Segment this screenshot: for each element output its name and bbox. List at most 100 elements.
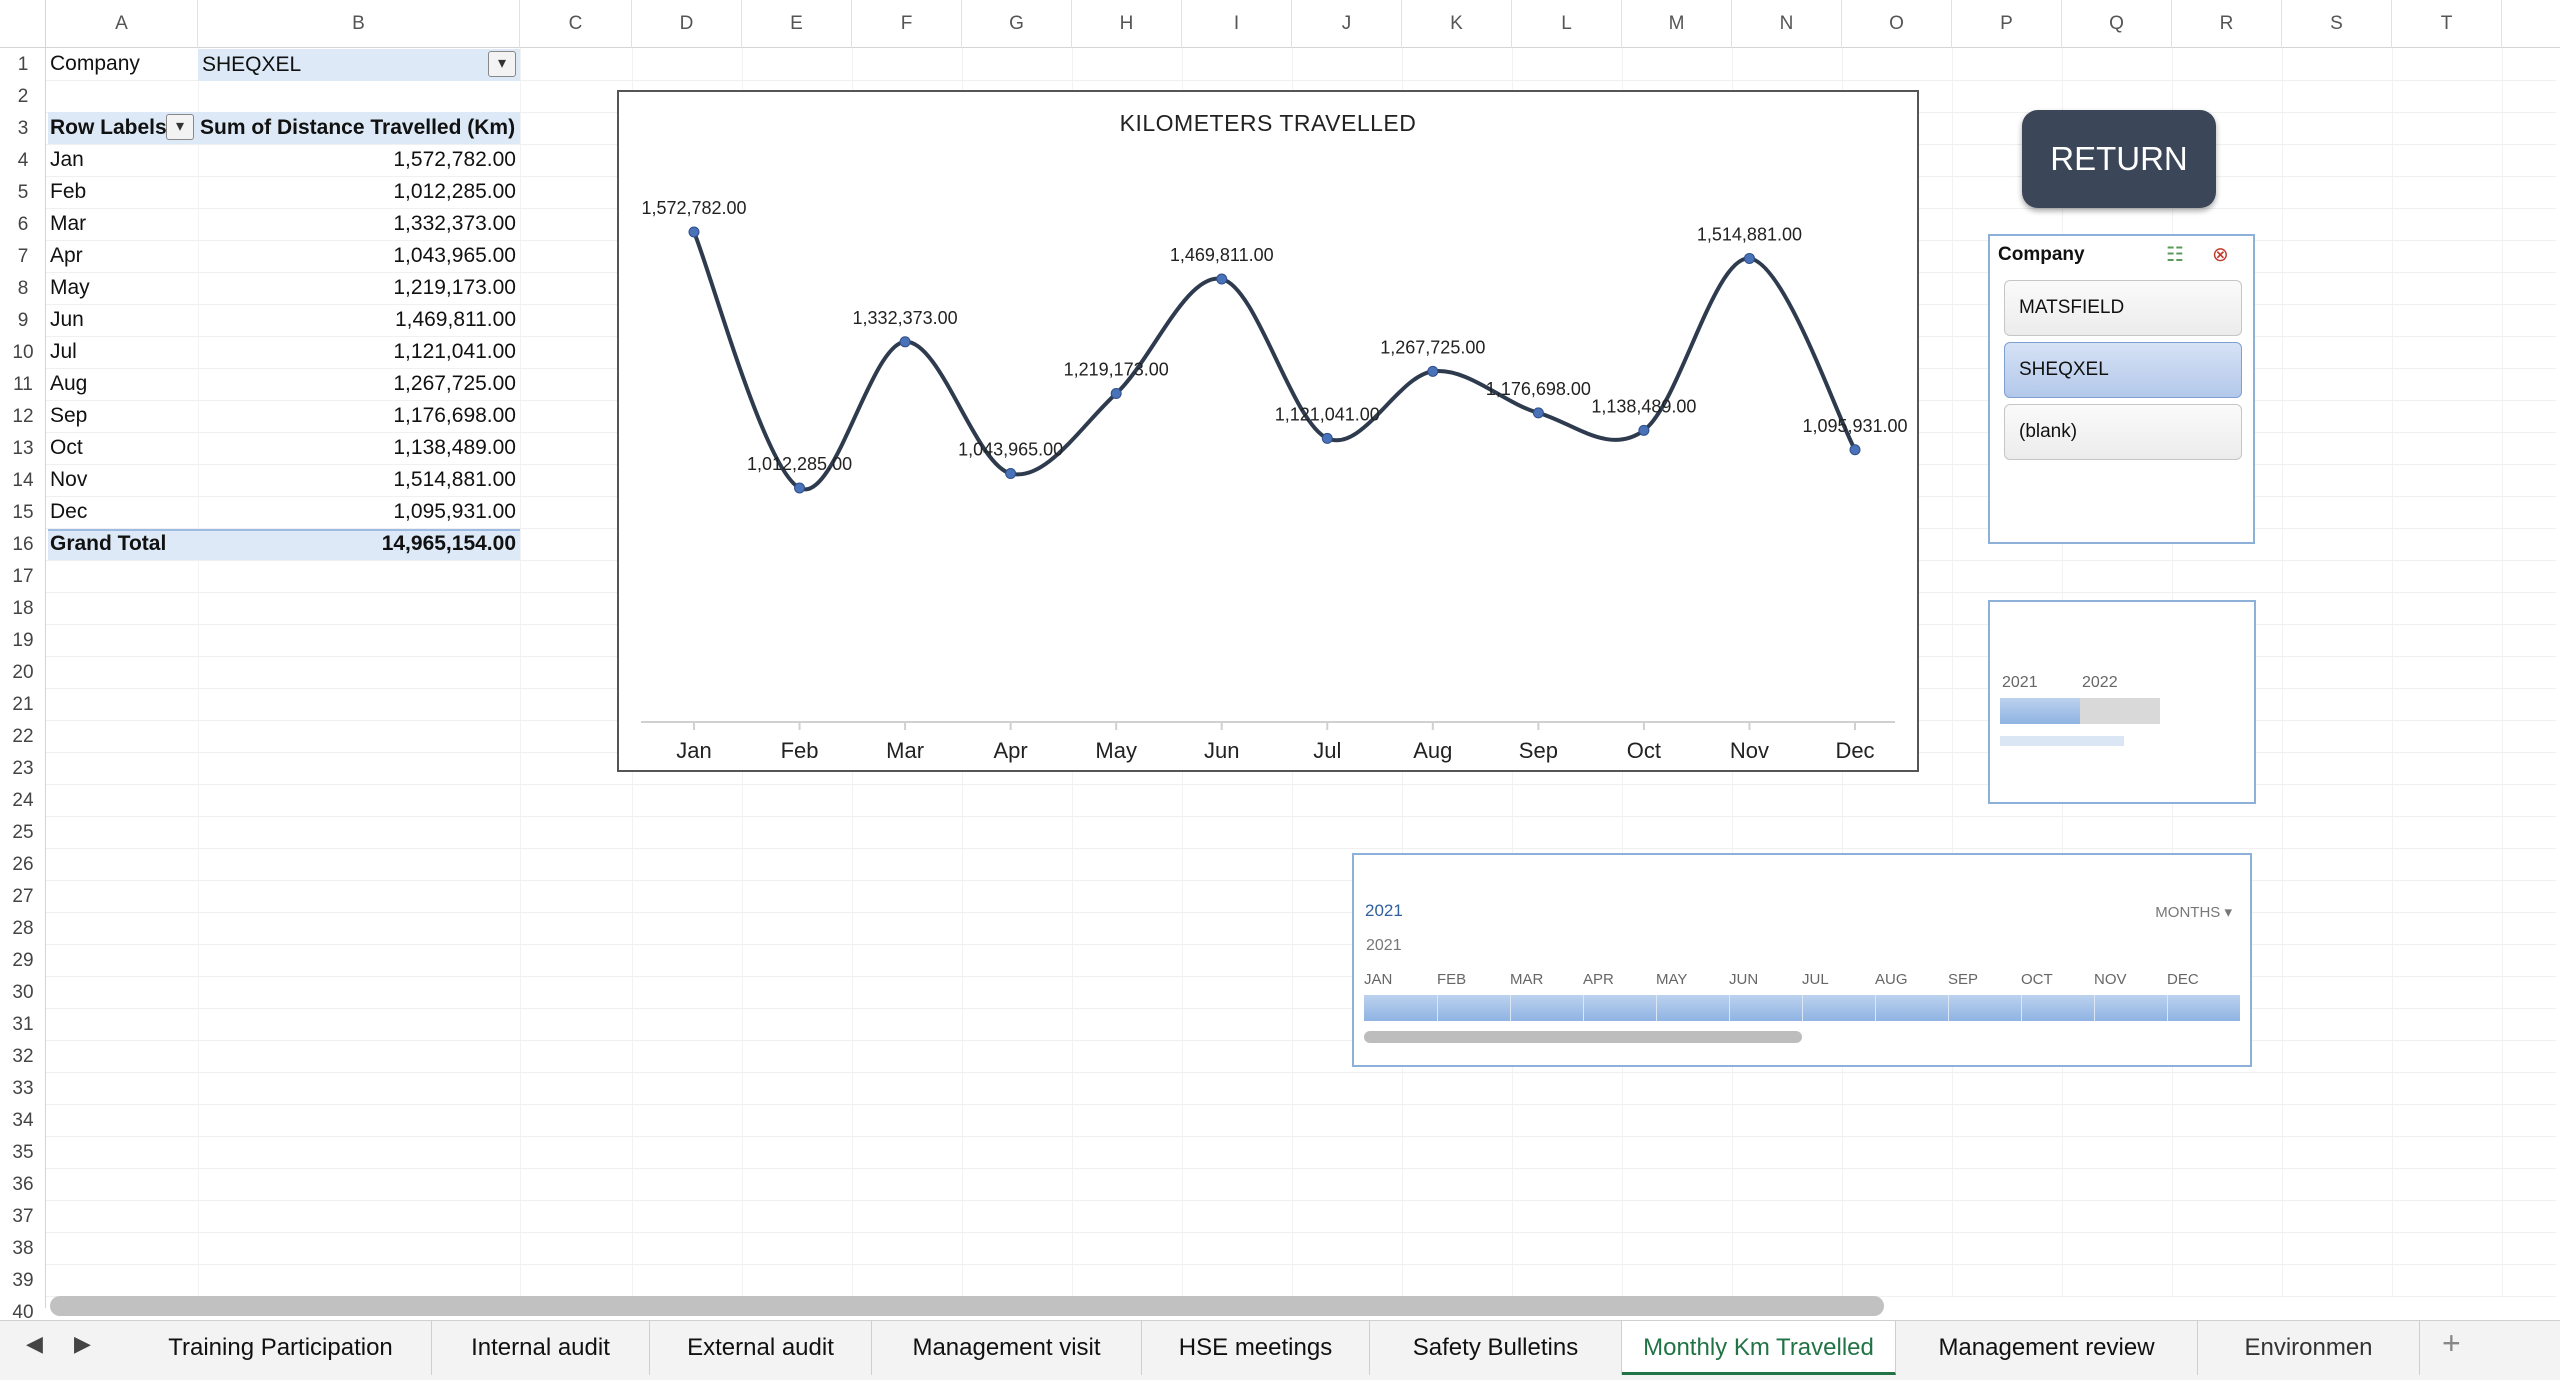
timeline-level-dropdown[interactable]: MONTHS ▾ [2155,904,2232,921]
row-header[interactable]: 37 [12,1206,34,1227]
sheet-tab[interactable]: Management visit [872,1321,1142,1375]
timeline-scrollbar[interactable] [1364,1031,1802,1043]
row-header[interactable]: 10 [12,342,34,363]
timeline-month-label[interactable]: JAN [1364,971,1393,988]
column-header-i[interactable]: I [1182,0,1292,48]
column-header-h[interactable]: H [1072,0,1182,48]
data-point[interactable] [1110,388,1122,400]
column-header-l[interactable]: L [1512,0,1622,48]
sheet-tab[interactable]: Monthly Km Travelled [1622,1321,1896,1375]
row-header[interactable]: 2 [17,86,29,107]
timeline-month-label[interactable]: JUL [1802,971,1829,988]
row-header[interactable]: 38 [12,1238,34,1259]
column-header-q[interactable]: Q [2062,0,2172,48]
data-point[interactable] [1743,252,1755,264]
pivot-row-label[interactable]: Mar [50,212,87,235]
year-label-2022[interactable]: 2022 [2082,674,2118,691]
row-header[interactable]: 1 [17,54,29,75]
row-header[interactable]: 4 [17,150,29,171]
row-header[interactable]: 26 [12,854,34,875]
pivot-row-value[interactable]: 1,121,041.00 [393,340,516,363]
pivot-row-label[interactable]: May [50,276,90,299]
pivot-row-label[interactable]: Jan [50,148,84,171]
column-header-f[interactable]: F [852,0,962,48]
sheet-tab[interactable]: Internal audit [432,1321,650,1375]
data-point[interactable] [794,482,806,494]
row-header[interactable]: 18 [12,598,34,619]
row-header[interactable]: 9 [17,310,29,331]
pivot-row-value[interactable]: 1,572,782.00 [393,148,516,171]
pivot-row-value[interactable]: 1,043,965.00 [393,244,516,267]
year-bar-unselected[interactable] [2080,698,2160,724]
timeline-month-label[interactable]: MAY [1656,971,1688,988]
column-header-s[interactable]: S [2282,0,2392,48]
column-header-c[interactable]: C [520,0,632,48]
timeline-month-label[interactable]: AUG [1875,971,1908,988]
next-sheet-icon[interactable]: ▶ [74,1331,91,1356]
row-header[interactable]: 30 [12,982,34,1003]
row-header[interactable]: 8 [17,278,29,299]
prev-sheet-icon[interactable]: ◀ [26,1331,43,1356]
multi-select-icon[interactable]: ☷ [2166,244,2184,266]
row-header[interactable]: 3 [17,118,29,139]
column-header-b[interactable]: B [198,0,520,48]
pivot-row-value[interactable]: 1,514,881.00 [393,468,516,491]
row-header[interactable]: 6 [17,214,29,235]
row-labels-filter-icon[interactable]: ▾ [166,114,194,140]
pivot-row-value[interactable]: 1,267,725.00 [393,372,516,395]
row-header[interactable]: 19 [12,630,34,651]
filter-dropdown-icon[interactable]: ▾ [488,51,516,77]
column-header-d[interactable]: D [632,0,742,48]
sheet-tab[interactable]: External audit [650,1321,872,1375]
row-header[interactable]: 12 [12,406,34,427]
timeline-month-label[interactable]: JUN [1729,971,1759,988]
slicer-item[interactable]: SHEQXEL [2004,342,2242,398]
column-header-r[interactable]: R [2172,0,2282,48]
row-header[interactable]: 7 [17,246,29,267]
line-chart[interactable]: KILOMETERS TRAVELLED 1,572,782.00 Jan 1,01… [617,90,1919,772]
row-header[interactable]: 24 [12,790,34,811]
timeline-month-label[interactable]: SEP [1948,971,1979,988]
row-header[interactable]: 17 [12,566,34,587]
pivot-row-value[interactable]: 1,332,373.00 [393,212,516,235]
data-point[interactable] [688,226,700,238]
sheet-tab[interactable]: Safety Bulletins [1370,1321,1622,1375]
data-point[interactable] [1005,468,1017,480]
row-header[interactable]: 13 [12,438,34,459]
column-header-n[interactable]: N [1732,0,1842,48]
column-header-j[interactable]: J [1292,0,1402,48]
pivot-header-values[interactable]: Sum of Distance Travelled (Km) [198,112,520,144]
pivot-row-value[interactable]: 1,219,173.00 [393,276,516,299]
timeline-month-label[interactable]: OCT [2021,971,2053,988]
pivot-row-label[interactable]: Nov [50,468,88,491]
series-line[interactable] [692,231,1857,492]
year-label-2021[interactable]: 2021 [2002,674,2038,691]
row-header[interactable]: 20 [12,662,34,683]
year-scrollbar[interactable] [2000,736,2124,746]
row-header[interactable]: 29 [12,950,34,971]
year-bar-selected[interactable] [2000,698,2080,724]
slicer-item[interactable]: MATSFIELD [2004,280,2242,336]
column-header-a[interactable]: A [46,0,198,48]
data-point[interactable] [899,336,911,348]
pivot-row-value[interactable]: 1,138,489.00 [393,436,516,459]
column-header-g[interactable]: G [962,0,1072,48]
sheet-tab[interactable]: Environmen [2198,1321,2420,1375]
data-point[interactable] [1532,407,1544,419]
row-header[interactable]: 35 [12,1142,34,1163]
row-header[interactable]: 33 [12,1078,34,1099]
row-header[interactable]: 28 [12,918,34,939]
filter-label-cell[interactable]: Company [50,52,140,75]
timeline-month-label[interactable]: MAR [1510,971,1544,988]
pivot-row-value[interactable]: 1,012,285.00 [393,180,516,203]
select-all-corner[interactable] [0,0,46,48]
row-header[interactable]: 40 [12,1302,34,1323]
row-header[interactable]: 27 [12,886,34,907]
pivot-row-label[interactable]: Jun [50,308,84,331]
row-header[interactable]: 16 [12,534,34,555]
row-header[interactable]: 21 [12,694,34,715]
column-header-m[interactable]: M [1622,0,1732,48]
data-point[interactable] [1849,444,1861,456]
pivot-row-label[interactable]: Oct [50,436,83,459]
pivot-row-label[interactable]: Feb [50,180,87,203]
